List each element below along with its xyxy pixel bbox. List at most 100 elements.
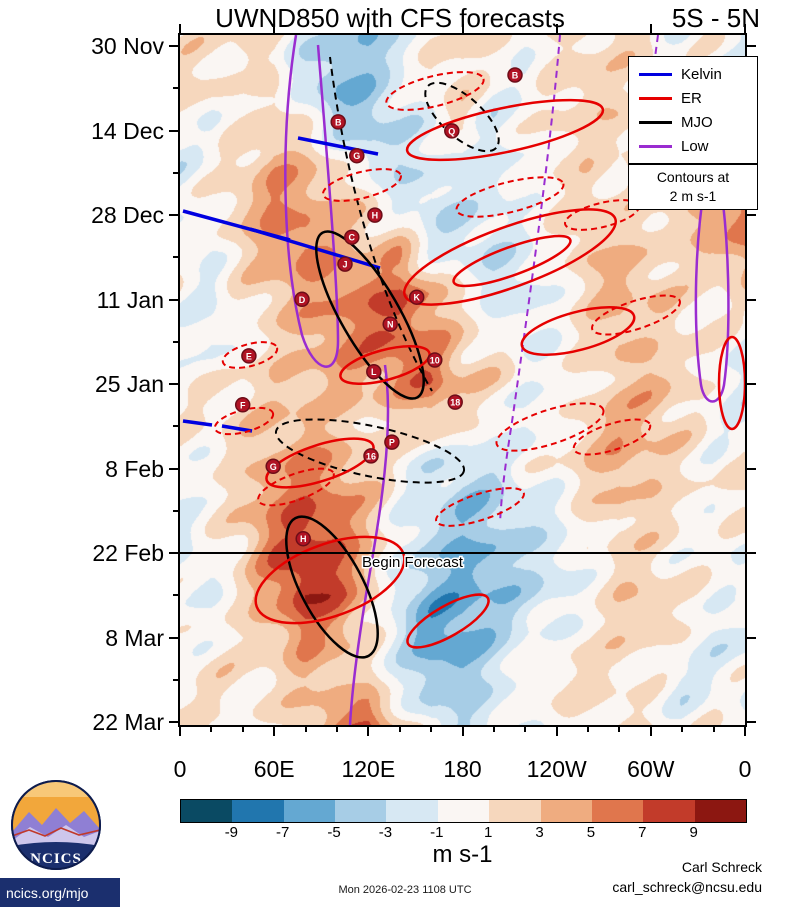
tick-mark [335, 727, 338, 732]
colorbar-cell [232, 800, 284, 822]
kelvin-contour [297, 136, 379, 156]
storm-marker-label: J [342, 260, 347, 270]
colorbar-tick-label: -5 [327, 824, 341, 841]
x-axis-label: 120E [341, 756, 396, 782]
er-contour [452, 234, 572, 288]
er-contour-dashed [221, 341, 279, 369]
kelvin-contour-group [182, 136, 381, 433]
contour-note-line2: 2 m s-1 [669, 188, 717, 204]
chart-title: UWND850 with CFS forecasts [215, 3, 565, 33]
storm-marker-label: E [246, 351, 252, 361]
y-axis-label: 22 Mar [92, 709, 164, 735]
legend-label: Kelvin [681, 65, 722, 83]
tick-mark [524, 727, 527, 732]
region-label: 5S - 5N [671, 3, 760, 33]
mjo-contour-dashed [424, 81, 500, 153]
low-contour [348, 364, 390, 725]
credit-name: Carl Schreck [681, 859, 762, 875]
tick-mark [461, 727, 464, 736]
tick-mark [173, 256, 178, 259]
storm-marker-label: H [300, 534, 307, 544]
colorbar-cell [335, 800, 387, 822]
storm-marker: D [294, 291, 310, 308]
contour-interval-note: Contours at 2 m s-1 [628, 164, 758, 210]
kelvin-contour [182, 419, 213, 427]
colorbar-tick-label: 1 [484, 824, 493, 841]
footer-site-link: ncics.org/mjo [6, 884, 89, 901]
storm-marker: L [366, 363, 382, 380]
tick-mark [169, 383, 178, 385]
storm-marker-label: 16 [366, 451, 376, 461]
colorbar-tick-label: -9 [224, 824, 239, 841]
wave-legend: Kelvin ER MJO Low [628, 56, 758, 164]
er-contour [717, 335, 745, 431]
storm-marker-label: G [270, 462, 277, 472]
colorbar-tick-label: -1 [430, 824, 444, 841]
legend-item-low: Low [629, 134, 757, 158]
colorbar [180, 799, 747, 823]
er-contour-dashed [572, 418, 652, 456]
tick-mark [210, 727, 213, 732]
tick-mark [173, 171, 178, 174]
low-contour-dashed [499, 35, 561, 524]
mjo-contour-group [285, 230, 425, 659]
tick-mark [747, 552, 756, 554]
tick-mark [169, 214, 178, 216]
storm-marker-label: Q [448, 126, 455, 136]
er-contour-dashed [385, 71, 485, 111]
tick-mark [681, 727, 684, 732]
storm-marker: E [241, 348, 257, 364]
tick-mark [273, 727, 276, 736]
logo-ring [11, 780, 101, 870]
legend-item-er: ER [629, 86, 757, 110]
mjo-contour-dashed [329, 56, 433, 392]
contour-overlay: Begin Forecast B B Q G H C J D K N E 10 L F 18 P 16 G H [180, 35, 745, 725]
tick-mark [747, 45, 756, 47]
x-axis-label: 60E [253, 756, 295, 782]
x-axis-label: 120W [526, 756, 587, 782]
colorbar-cell [643, 800, 695, 822]
er-contour [254, 535, 406, 625]
low-contour-group [284, 35, 730, 725]
x-axis-label: 180 [443, 756, 482, 782]
tick-mark [304, 727, 307, 732]
storm-marker-label: B [512, 71, 519, 81]
tick-mark [587, 727, 590, 732]
tick-mark [747, 636, 756, 639]
storm-marker: G [265, 458, 281, 475]
tick-mark [173, 87, 178, 90]
er-contour-dashed [495, 402, 605, 452]
tick-mark [461, 24, 464, 33]
colorbar-tick-label: -3 [378, 824, 393, 841]
y-axis-label: 8 Feb [105, 455, 164, 482]
legend-item-mjo: MJO [629, 110, 757, 134]
tick-mark [367, 727, 370, 736]
mjo-contour-dashed-group [274, 56, 500, 484]
er-contour-dashed [455, 176, 565, 218]
legend-line-sample [639, 120, 672, 124]
credit-email: carl_schreck@ncsu.edu [612, 879, 762, 895]
colorbar-units-label: m s-1 [432, 841, 493, 868]
x-axis-label: 0 [738, 756, 752, 782]
storm-marker-label: D [299, 295, 306, 305]
tick-mark [169, 129, 178, 132]
legend-line-sample [639, 144, 672, 148]
storm-marker: 18 [447, 394, 463, 410]
storm-marker-label: G [353, 151, 360, 161]
tick-mark [241, 727, 244, 732]
tick-mark [618, 727, 621, 732]
storm-marker: 10 [427, 352, 443, 368]
storm-marker: G [349, 147, 365, 164]
er-contour [406, 593, 490, 649]
tick-mark [747, 467, 756, 470]
storm-marker: B [507, 67, 523, 83]
storm-marker-label: H [372, 211, 379, 221]
er-contour-dashed-group [213, 71, 681, 527]
tick-mark [179, 24, 181, 33]
legend-line-sample [639, 96, 672, 100]
er-contour-dashed [591, 294, 681, 336]
footer-site-bar: ncics.org/mjo [0, 878, 120, 907]
tick-mark [169, 636, 178, 639]
storm-marker-label: 10 [430, 356, 440, 366]
